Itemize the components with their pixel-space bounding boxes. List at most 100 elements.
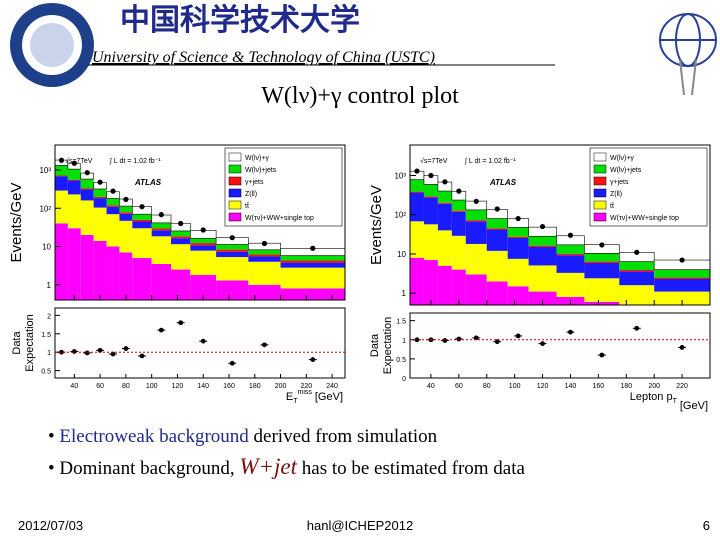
legend-label: γ+jets xyxy=(245,179,264,186)
bullet: • Electroweak background derived from si… xyxy=(48,426,438,447)
histogram-segment xyxy=(171,238,191,245)
histogram-segment xyxy=(106,214,120,247)
x-tick-label: 200 xyxy=(275,383,287,390)
histogram-segment xyxy=(654,277,710,280)
histogram-segment xyxy=(151,228,171,231)
slide-title: W(lν)+γ control plot xyxy=(261,83,459,109)
x-tick-label: 80 xyxy=(122,383,130,390)
logo xyxy=(10,3,94,87)
histogram-segment xyxy=(190,243,217,246)
histogram-segment xyxy=(486,228,508,230)
histogram-segment xyxy=(132,219,152,222)
histogram-segment xyxy=(451,210,466,212)
x-tick-label: 220 xyxy=(300,383,312,390)
x-tick-label: 160 xyxy=(223,383,235,390)
x-axis-label: Lepton pT [GeV] xyxy=(630,391,708,412)
x-tick-label: 180 xyxy=(249,383,261,390)
data-point xyxy=(679,257,685,263)
data-point xyxy=(110,188,116,194)
plot: 1 10 10² 10³ 0 0.5 1 1.5 40 60 80 100 120 140 160 180 20… xyxy=(368,144,711,412)
histogram-segment xyxy=(280,255,345,261)
y-tick-label: 10² xyxy=(39,204,51,213)
histogram-segment xyxy=(451,200,466,211)
x-label-main: Lepton p xyxy=(630,391,673,403)
histogram-segment xyxy=(67,179,81,181)
histogram-segment xyxy=(132,221,152,229)
x-tick-label: 200 xyxy=(648,383,660,390)
histogram-segment xyxy=(151,263,171,300)
histogram-segment xyxy=(55,223,68,300)
histogram-segment xyxy=(216,280,249,300)
histogram-segment xyxy=(80,188,94,190)
data-point xyxy=(123,196,129,203)
data-point xyxy=(229,235,235,241)
histogram-segment xyxy=(584,262,620,279)
data-point xyxy=(178,220,184,227)
histogram-segment xyxy=(55,176,68,191)
lumi-label: ∫ L dt = 1.02 fb⁻¹ xyxy=(464,158,516,165)
ratio-label: Data xyxy=(11,331,23,355)
legend-label: W(lν)+γ xyxy=(610,155,634,162)
histogram-segment xyxy=(55,190,68,224)
histogram-segment xyxy=(654,279,710,292)
bullet: • Dominant background, W+jet has to be e… xyxy=(48,454,526,479)
histogram-segment xyxy=(528,245,557,247)
legend-swatch xyxy=(593,176,607,186)
histogram-segment xyxy=(280,288,345,300)
histogram-segment xyxy=(507,238,529,259)
legend-swatch xyxy=(593,152,607,162)
data-point xyxy=(494,206,500,212)
data-point xyxy=(515,215,521,222)
histogram-segment xyxy=(465,243,487,275)
histogram-segment xyxy=(619,270,655,272)
histogram-segment xyxy=(93,196,107,199)
histogram-segment xyxy=(410,221,424,258)
y-tick-label: 10² xyxy=(394,211,406,220)
x-tick-label: 240 xyxy=(326,383,338,390)
histogram-segment xyxy=(423,197,438,225)
histogram-segment xyxy=(528,265,557,292)
ratio-y-tick-label: 1.5 xyxy=(41,332,51,339)
y-tick-label: 10³ xyxy=(394,172,406,181)
histogram-segment xyxy=(106,198,120,206)
ratio-y-tick-label: 0.5 xyxy=(396,357,406,364)
legend-swatch xyxy=(228,164,242,174)
histogram-segment xyxy=(528,246,557,266)
histogram-segment xyxy=(465,221,487,244)
histogram-segment xyxy=(190,238,217,244)
data-point xyxy=(634,249,640,255)
histogram-segment xyxy=(171,230,191,237)
y-axis-label: Events/GeV xyxy=(368,185,385,265)
histogram-segment xyxy=(280,267,345,289)
histogram-segment xyxy=(465,220,487,222)
histogram-segment xyxy=(190,245,217,251)
histogram-segment xyxy=(619,285,655,305)
legend-swatch xyxy=(228,188,242,198)
ratio-label: Expectation xyxy=(382,317,394,374)
data-point xyxy=(58,157,65,163)
ratio-y-tick-label: 2 xyxy=(47,313,51,320)
ratio-frame xyxy=(409,312,711,379)
histogram-segment xyxy=(451,269,466,305)
histogram-segment xyxy=(67,228,81,300)
x-tick-label: 60 xyxy=(96,383,104,390)
legend-label: γ+jets xyxy=(610,179,629,186)
histogram-segment xyxy=(528,236,557,246)
histogram-segment xyxy=(423,224,438,261)
x-label-sub: T xyxy=(293,398,298,405)
histogram-segment xyxy=(451,235,466,270)
histogram-segment xyxy=(67,194,81,229)
histogram-segment xyxy=(248,254,281,257)
histogram-segment xyxy=(507,286,529,305)
y-tick-label: 10 xyxy=(397,250,406,259)
histogram-segment xyxy=(132,258,152,300)
x-tick-label: 60 xyxy=(455,383,463,390)
histogram-segment xyxy=(67,169,81,180)
histogram-segment xyxy=(410,191,424,193)
histogram-segment xyxy=(437,191,452,203)
en-title: University of Science & Technology of Ch… xyxy=(92,49,435,66)
histogram-segment xyxy=(248,261,281,285)
histogram-segment xyxy=(410,192,424,222)
ratio-y-tick-label: 1 xyxy=(402,338,406,345)
